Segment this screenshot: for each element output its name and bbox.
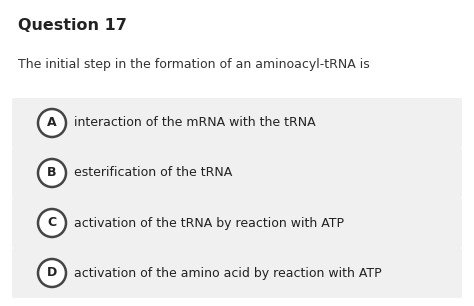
- Text: activation of the tRNA by reaction with ATP: activation of the tRNA by reaction with …: [74, 217, 344, 230]
- Text: D: D: [47, 267, 57, 279]
- Ellipse shape: [38, 159, 66, 187]
- Text: interaction of the mRNA with the tRNA: interaction of the mRNA with the tRNA: [74, 117, 316, 129]
- Text: C: C: [47, 217, 56, 230]
- Text: Question 17: Question 17: [18, 18, 127, 33]
- Text: A: A: [47, 117, 57, 129]
- FancyBboxPatch shape: [12, 248, 462, 298]
- Text: B: B: [47, 166, 57, 180]
- FancyBboxPatch shape: [12, 98, 462, 148]
- Ellipse shape: [38, 209, 66, 237]
- Text: The initial step in the formation of an aminoacyl-tRNA is: The initial step in the formation of an …: [18, 58, 370, 71]
- Ellipse shape: [38, 259, 66, 287]
- Text: activation of the amino acid by reaction with ATP: activation of the amino acid by reaction…: [74, 267, 382, 279]
- Text: esterification of the tRNA: esterification of the tRNA: [74, 166, 232, 180]
- FancyBboxPatch shape: [12, 198, 462, 248]
- Ellipse shape: [38, 109, 66, 137]
- FancyBboxPatch shape: [12, 148, 462, 198]
